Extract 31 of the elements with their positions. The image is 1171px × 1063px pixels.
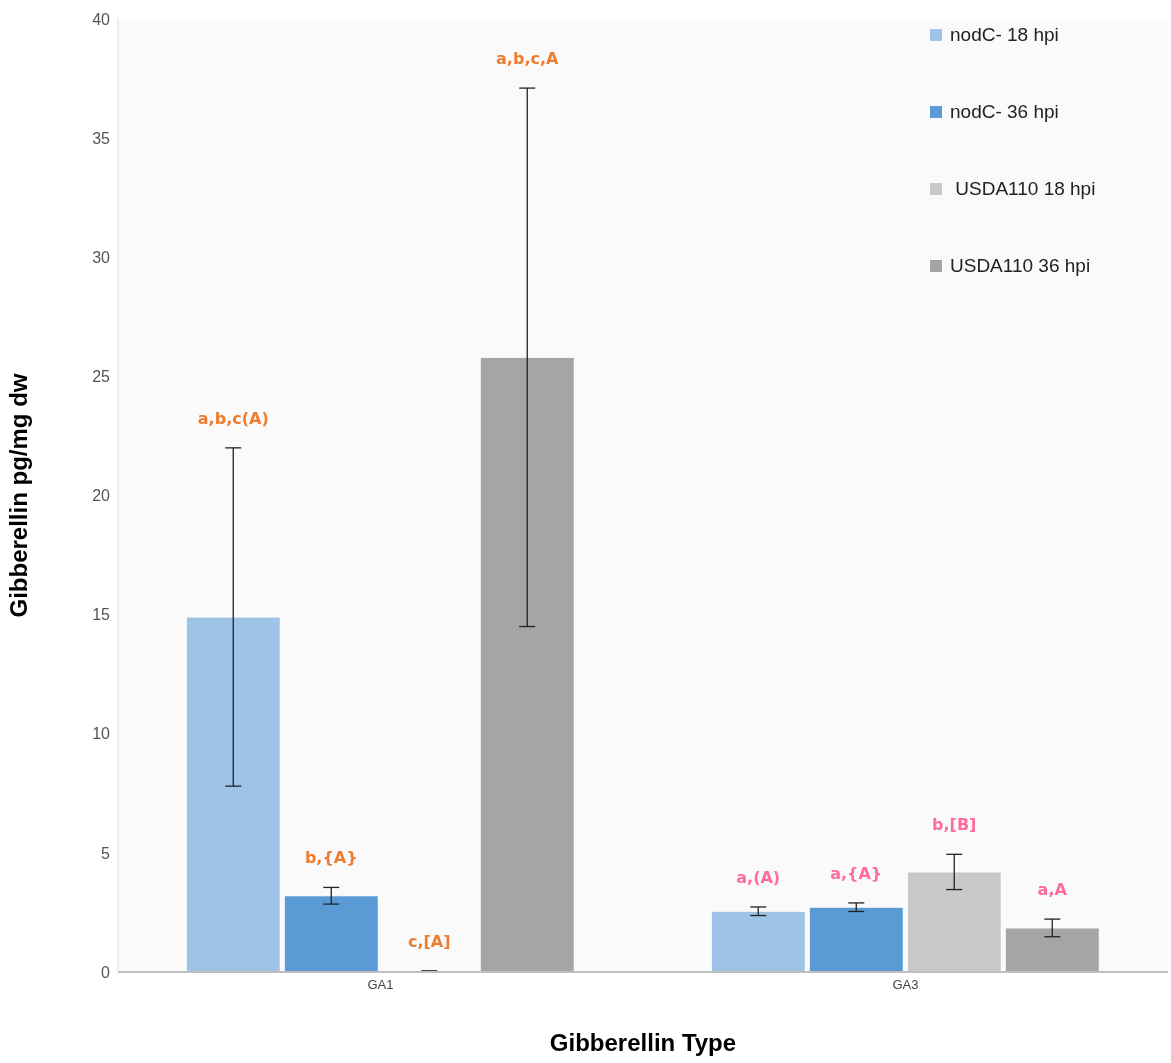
y-tick-label: 0 (101, 963, 111, 981)
bar (479, 356, 575, 972)
y-tick-label: 30 (92, 248, 111, 266)
bar (710, 910, 806, 972)
annotation: b,[B] (932, 815, 977, 835)
y-tick-label: 40 (92, 10, 111, 28)
annotation: a,A (1037, 880, 1068, 900)
annotation: a,b,c,A (496, 49, 560, 69)
bar (1004, 927, 1100, 972)
annotation: b,{A} (304, 848, 358, 868)
x-tick-label: GA1 (367, 977, 394, 993)
bar (808, 906, 904, 972)
y-tick-label: 20 (92, 487, 111, 505)
y-tick-label: 5 (101, 844, 111, 862)
y-tick-label: 15 (92, 606, 111, 624)
y-tick-label: 10 (92, 725, 111, 743)
legend-label: USDA110 36 hpi (950, 254, 1091, 277)
annotation: a,b,c(A) (197, 408, 269, 428)
legend-label: USDA110 18 hpi (954, 177, 1096, 200)
annotation: c,[A] (407, 931, 451, 951)
bar (283, 895, 379, 972)
annotation: a,(A) (736, 867, 781, 887)
x-tick-label: GA3 (892, 977, 919, 993)
x-axis-title: Gibberellin Type (549, 1029, 737, 1056)
legend-label: nodC- 18 hpi (950, 23, 1059, 46)
legend-label: nodC- 36 hpi (950, 100, 1059, 123)
bar (185, 616, 281, 972)
y-axis-title: Gibberellin pg/mg dw (4, 373, 32, 618)
y-tick-label: 25 (92, 368, 111, 386)
y-tick-label: 35 (92, 129, 111, 147)
annotation: a,{A} (830, 863, 883, 883)
